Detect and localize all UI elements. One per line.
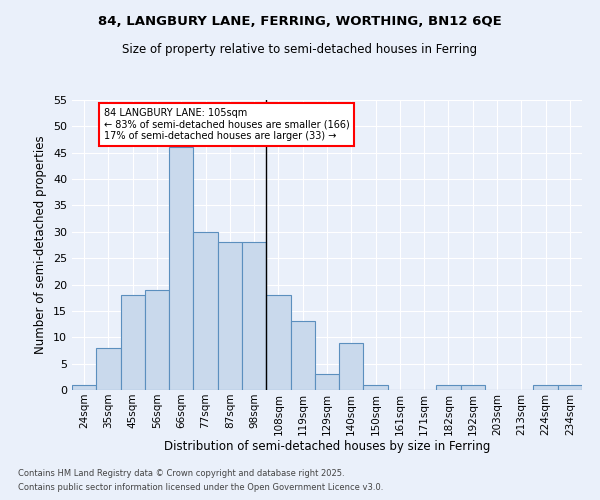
X-axis label: Distribution of semi-detached houses by size in Ferring: Distribution of semi-detached houses by … bbox=[164, 440, 490, 454]
Bar bbox=[290, 322, 315, 390]
Bar bbox=[558, 384, 582, 390]
Text: Contains HM Land Registry data © Crown copyright and database right 2025.: Contains HM Land Registry data © Crown c… bbox=[18, 468, 344, 477]
Bar bbox=[96, 348, 121, 390]
Text: Contains public sector information licensed under the Open Government Licence v3: Contains public sector information licen… bbox=[18, 484, 383, 492]
Bar bbox=[364, 384, 388, 390]
Bar bbox=[121, 295, 145, 390]
Bar bbox=[72, 384, 96, 390]
Y-axis label: Number of semi-detached properties: Number of semi-detached properties bbox=[34, 136, 47, 354]
Bar bbox=[218, 242, 242, 390]
Bar bbox=[436, 384, 461, 390]
Bar bbox=[169, 148, 193, 390]
Bar bbox=[266, 295, 290, 390]
Bar bbox=[242, 242, 266, 390]
Bar bbox=[461, 384, 485, 390]
Bar bbox=[193, 232, 218, 390]
Bar bbox=[533, 384, 558, 390]
Bar bbox=[339, 342, 364, 390]
Bar bbox=[145, 290, 169, 390]
Text: Size of property relative to semi-detached houses in Ferring: Size of property relative to semi-detach… bbox=[122, 42, 478, 56]
Bar bbox=[315, 374, 339, 390]
Text: 84 LANGBURY LANE: 105sqm
← 83% of semi-detached houses are smaller (166)
17% of : 84 LANGBURY LANE: 105sqm ← 83% of semi-d… bbox=[104, 108, 349, 141]
Text: 84, LANGBURY LANE, FERRING, WORTHING, BN12 6QE: 84, LANGBURY LANE, FERRING, WORTHING, BN… bbox=[98, 15, 502, 28]
